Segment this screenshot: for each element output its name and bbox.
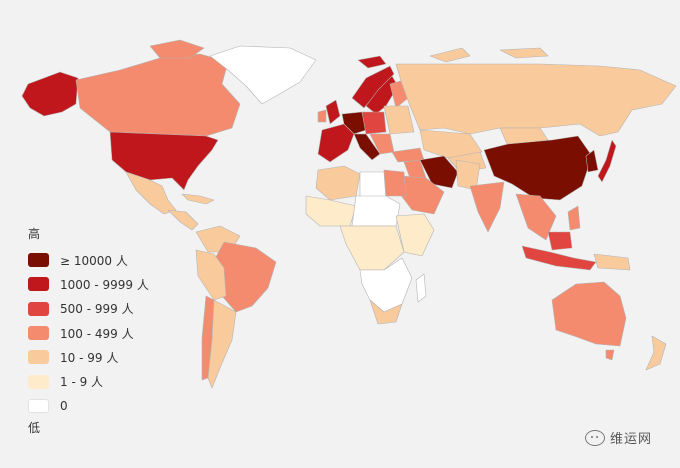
legend-swatch [28,374,49,389]
region-poland-central-europe[interactable] [361,111,387,135]
legend-label: 10 - 99 人 [60,350,119,365]
region-east-africa[interactable] [395,213,435,257]
legend-item[interactable]: 1 - 9 人 [28,369,178,393]
region-madagascar[interactable] [415,273,427,303]
region-peru-bolivia[interactable] [195,249,227,301]
legend-low-label: 低 [28,421,41,436]
region-alaska[interactable] [21,71,79,117]
region-caribbean[interactable] [181,193,215,205]
region-new-guinea[interactable] [593,253,631,271]
region-mexico[interactable] [125,171,177,215]
region-philippines[interactable] [567,205,581,231]
region-south-africa[interactable] [369,299,403,325]
region-indonesia[interactable] [521,245,597,271]
legend-swatch [28,277,49,292]
legend-label: ≥ 10000 人 [60,253,128,268]
legend-high-label: 高 [28,227,41,241]
legend-item[interactable]: 1000 - 9999 人 [28,272,178,296]
region-west-africa[interactable] [305,195,357,227]
region-greenland[interactable] [209,45,317,105]
region-italy[interactable] [353,133,381,161]
region-france-spain[interactable] [317,123,355,163]
region-russia-arctic-islands[interactable] [429,47,549,63]
region-central-america[interactable] [167,209,199,231]
region-australia[interactable] [551,281,627,347]
watermark: 维运网 [585,428,652,447]
wechat-icon [585,429,605,446]
legend-item[interactable]: 500 - 999 人 [28,297,178,321]
legend-item[interactable]: ≥ 10000 人 [28,248,178,272]
region-norway[interactable] [351,65,395,109]
region-sahel[interactable] [351,195,401,227]
legend-item[interactable]: 10 - 99 人 [28,345,178,369]
region-southeast-asia[interactable] [515,193,557,241]
region-new-zealand[interactable] [645,335,667,371]
legend-label: 1000 - 9999 人 [60,277,149,292]
legend: 高 ≥ 10000 人 1000 - 9999 人 500 - 999 人 100 -… [28,226,178,436]
legend-label: 0 [60,398,68,413]
legend-swatch [28,350,49,365]
legend-item[interactable]: 0 [28,394,178,418]
region-malaysia-borneo[interactable] [547,231,573,251]
region-argentina[interactable] [207,299,237,389]
region-canada[interactable] [75,53,241,137]
region-china[interactable] [483,135,593,201]
region-uk[interactable] [325,99,341,125]
legend-label: 500 - 999 人 [60,302,134,317]
region-ukraine-belarus[interactable] [383,105,415,135]
legend-swatch [28,253,49,268]
legend-swatch [28,398,49,413]
region-korea[interactable] [585,149,599,173]
watermark-text: 维运网 [610,432,653,447]
region-tasmania[interactable] [605,349,615,361]
legend-swatch [28,301,49,316]
region-egypt[interactable] [383,169,407,197]
legend-rows: ≥ 10000 人 1000 - 9999 人 500 - 999 人 100 - 4… [28,248,178,418]
region-canada-arctic-islands[interactable] [149,39,205,59]
legend-item[interactable]: 100 - 499 人 [28,321,178,345]
legend-swatch [28,326,49,341]
region-japan[interactable] [597,139,617,183]
region-iceland[interactable] [357,55,387,69]
region-germany-benelux[interactable] [341,111,367,135]
legend-label: 1 - 9 人 [60,375,104,390]
region-morocco-algeria[interactable] [315,165,361,201]
legend-label: 100 - 499 人 [60,326,134,341]
region-iran[interactable] [419,155,459,189]
region-india[interactable] [469,181,505,233]
region-russia[interactable] [395,63,677,137]
region-usa[interactable] [109,131,219,191]
region-ireland[interactable] [317,109,327,123]
